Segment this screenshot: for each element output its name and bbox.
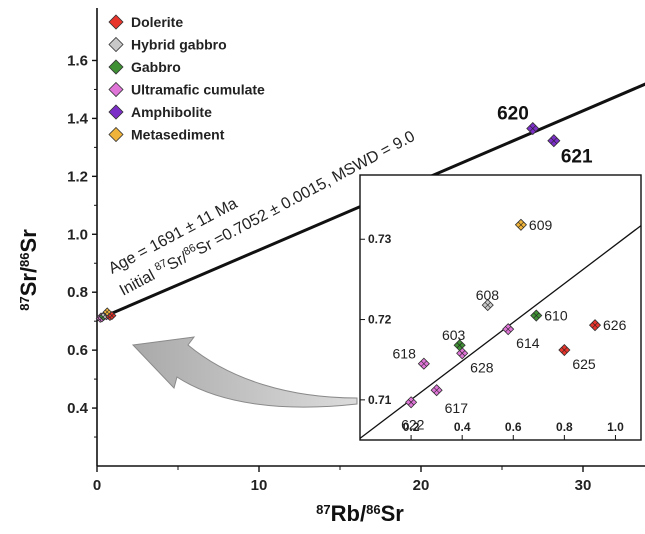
inset-point-614-hatch — [505, 326, 512, 333]
inset-point-label-626: 626 — [603, 317, 627, 333]
inset-point-603-hatch — [456, 342, 463, 349]
legend-label: Gabbro — [131, 59, 181, 75]
point-621-hatch — [550, 137, 558, 144]
inset-point-label-608: 608 — [476, 287, 500, 303]
inset-point-625 — [558, 343, 571, 357]
cluster-point-hatch — [109, 313, 115, 318]
main-axes: 0.4 0.6 0.8 1.0 1.2 1.4 1.6 0 10 20 30 — [67, 8, 645, 494]
legend-label: Dolerite — [131, 14, 183, 30]
inset-x-tick-label: 0.2 — [403, 420, 420, 434]
x-tick-label: 0 — [93, 477, 101, 494]
inset-point-label-622: 622 — [401, 416, 425, 432]
inset-point-617 — [430, 384, 443, 397]
y-axis-label: 87Sr/86Sr — [16, 229, 41, 311]
y-tick-label: 1.4 — [67, 110, 89, 127]
inset-x-tick-label: 1.0 — [607, 420, 624, 434]
inset-point-626-hatch — [592, 322, 598, 329]
inset-point-608-hatch — [484, 302, 491, 309]
inset-y-tick-label: 0.71 — [368, 393, 392, 407]
x-axis-label: 87Rb/86Sr — [316, 501, 404, 526]
legend-marker — [108, 81, 124, 98]
inset-frame — [359, 174, 642, 441]
inset-x-tick-label: 0.8 — [556, 420, 573, 434]
point-621 — [547, 134, 561, 148]
y-tick-label: 1.0 — [67, 226, 88, 243]
inset-point-622 — [405, 396, 418, 409]
inset-point-label-603: 603 — [442, 327, 466, 343]
cluster-point-hatch — [104, 309, 110, 315]
inset-point-626 — [588, 319, 602, 332]
y-tick-label: 0.6 — [67, 342, 88, 359]
inset-arrow — [131, 336, 358, 408]
inset-point-625-hatch — [561, 347, 568, 354]
inset-x-tick-label: 0.6 — [505, 420, 522, 434]
legend-marker — [108, 126, 124, 143]
inset-point-label-628: 628 — [470, 359, 494, 375]
legend-marker — [108, 36, 124, 53]
legend-label: Hybrid gabbro — [131, 37, 227, 53]
point-620-hatch — [529, 125, 536, 132]
legend-label: Ultramafic cumulate — [131, 82, 265, 98]
inset-x-tick-label: 0.4 — [454, 420, 471, 434]
inset-chart: 0.2 0.4 0.6 0.8 1.00.710.720.736226186176286… — [359, 174, 642, 441]
inset-point-618 — [417, 357, 430, 370]
inset-point-609-hatch — [517, 221, 524, 228]
inset-point-610 — [530, 309, 543, 322]
y-tick-label: 0.4 — [67, 400, 89, 417]
x-tick-label: 30 — [575, 477, 592, 494]
point-label-621: 621 — [561, 147, 593, 168]
inset-point-603 — [453, 339, 466, 352]
inset-point-614 — [502, 323, 515, 336]
inset-y-tick-label: 0.72 — [368, 313, 392, 327]
inset-point-label-617: 617 — [445, 400, 469, 416]
point-label-620: 620 — [497, 104, 529, 125]
inset-point-618-hatch — [420, 360, 427, 367]
legend: Dolerite Hybrid gabbro Gabbro Ultramafic cu… — [108, 14, 265, 143]
inset-point-label-625: 625 — [572, 356, 596, 372]
inset-point-608 — [481, 299, 494, 312]
legend-marker — [108, 59, 124, 75]
legend-label: Amphibolite — [131, 104, 212, 120]
inset-point-617-hatch — [433, 387, 440, 394]
legend-marker — [108, 14, 124, 30]
y-tick-label: 1.6 — [67, 52, 88, 69]
inset-point-label-609: 609 — [529, 217, 553, 233]
cluster-point — [102, 307, 112, 317]
legend-marker — [108, 104, 124, 120]
point-620 — [526, 121, 540, 136]
inset-point-label-610: 610 — [544, 308, 568, 324]
y-tick-label: 1.2 — [67, 168, 88, 185]
inset-point-label-618: 618 — [393, 346, 417, 362]
inset-point-label-614: 614 — [516, 335, 540, 351]
x-tick-label: 20 — [413, 477, 430, 494]
legend-label: Metasediment — [131, 127, 225, 143]
inset-point-610-hatch — [533, 312, 540, 319]
inset-point-628-hatch — [459, 350, 466, 357]
inset-point-609 — [514, 218, 528, 231]
inset-point-622-hatch — [408, 399, 415, 406]
y-tick-label: 0.8 — [67, 284, 88, 301]
main-points: 620 621 — [95, 104, 593, 323]
inset-y-tick-label: 0.73 — [368, 232, 392, 246]
x-tick-label: 10 — [251, 477, 268, 494]
